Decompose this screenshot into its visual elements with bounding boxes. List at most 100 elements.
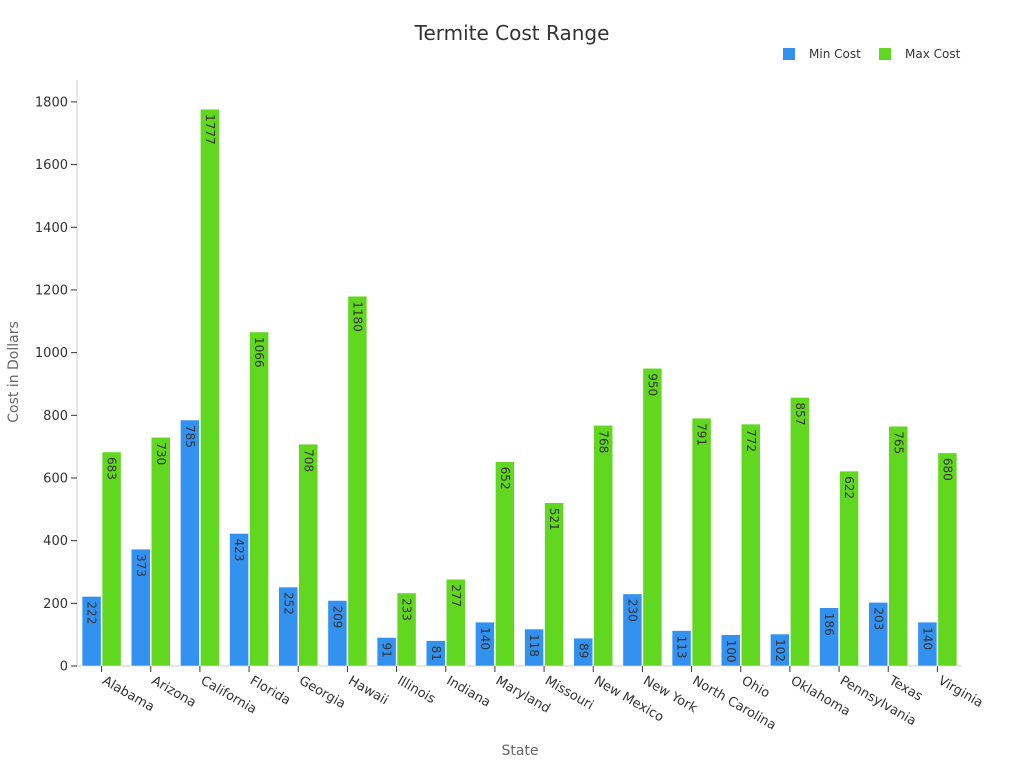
- y-tick-label: 0: [60, 660, 68, 675]
- bar-max-cost: [790, 397, 810, 667]
- bar-data-label: 118: [527, 634, 541, 657]
- bar-min-cost: [721, 634, 741, 667]
- y-tick-label: 1400: [35, 221, 68, 236]
- bar-min-cost: [327, 600, 348, 667]
- bar-max-cost: [839, 470, 859, 667]
- legend-swatch: [783, 48, 795, 60]
- bar-data-label: 373: [134, 554, 148, 577]
- bar-max-cost: [200, 108, 220, 667]
- bar-min-cost: [770, 633, 790, 667]
- bar-data-label: 765: [891, 431, 905, 454]
- legend-label: Min Cost: [809, 47, 861, 61]
- y-tick-label: 400: [43, 534, 68, 549]
- bar-min-cost: [524, 628, 544, 667]
- x-axis-label: State: [501, 743, 538, 759]
- bar-min-cost: [131, 548, 151, 667]
- bar-data-label: 708: [301, 449, 315, 472]
- bar-data-label: 680: [940, 458, 954, 481]
- bar-data-label: 1777: [203, 114, 217, 145]
- bar-data-label: 730: [154, 442, 168, 465]
- bar-data-label: 222: [85, 601, 99, 624]
- bar-data-label: 1180: [350, 301, 364, 332]
- bar-data-label: 857: [793, 402, 807, 425]
- bar-max-cost: [544, 502, 564, 667]
- y-axis: 0 200 400 600 800 1000 1200 1400 1600 1800: [35, 80, 78, 675]
- x-tick-label: Indiana: [444, 673, 493, 710]
- y-tick-label: 1600: [35, 158, 68, 173]
- bar-data-label: 100: [724, 640, 738, 663]
- bar-data-label: 252: [281, 592, 295, 615]
- x-tick-label: Illinois: [395, 673, 438, 707]
- bar-max-cost: [691, 417, 712, 667]
- y-axis-label: Cost in Dollars: [6, 321, 22, 423]
- bar-max-cost: [396, 592, 417, 667]
- chart-title: Termite Cost Range: [414, 21, 610, 45]
- bar-max-cost: [937, 452, 958, 667]
- bar-data-label: 521: [547, 508, 561, 531]
- y-tick-label: 1000: [35, 346, 68, 361]
- bar-data-label: 113: [675, 636, 689, 659]
- bar-min-cost: [376, 637, 397, 667]
- legend-label: Max Cost: [905, 47, 961, 61]
- bar-data-label: 89: [576, 643, 590, 658]
- bar-data-label: 140: [478, 627, 492, 650]
- bar-data-label: 652: [498, 467, 512, 490]
- y-tick-label: 1200: [35, 283, 68, 298]
- legend-swatch: [879, 48, 891, 60]
- x-tick-label: Alabama: [100, 673, 157, 715]
- bar-data-label: 1066: [252, 337, 266, 368]
- x-tick-label: Maryland: [493, 673, 553, 716]
- legend: Min Cost Max Cost: [783, 47, 961, 61]
- bar-max-cost: [642, 368, 663, 667]
- bar-max-cost: [298, 443, 318, 667]
- bar-data-label: 785: [183, 425, 197, 448]
- x-tick-label: Georgia: [296, 673, 348, 711]
- bar-data-label: 203: [871, 607, 885, 630]
- x-tick-label: North Carolina: [690, 673, 779, 733]
- bar-max-cost: [741, 423, 761, 667]
- x-tick-label: Arizona: [149, 673, 199, 710]
- y-tick-label: 1800: [35, 95, 68, 110]
- bar-data-label: 791: [695, 423, 709, 446]
- y-tick-label: 600: [43, 471, 68, 486]
- bar-data-label: 233: [400, 598, 414, 621]
- bar-data-label: 768: [596, 430, 610, 453]
- bar-min-cost: [819, 607, 839, 667]
- bar-max-cost: [446, 578, 466, 667]
- bar-data-label: 209: [330, 606, 344, 629]
- bar-data-label: 140: [920, 627, 934, 650]
- bar-data-label: 277: [449, 584, 463, 607]
- bar-data-label: 186: [822, 613, 836, 636]
- x-tick-label: Ohio: [739, 673, 773, 701]
- bar-max-cost: [249, 331, 269, 667]
- bar-max-cost: [347, 295, 368, 667]
- bar-data-label: 91: [380, 642, 394, 657]
- bar-min-cost: [917, 621, 938, 667]
- x-tick-label: Virginia: [935, 673, 985, 711]
- bar-data-label: 950: [645, 373, 659, 396]
- bar-min-cost: [622, 593, 643, 667]
- y-tick-label: 200: [43, 597, 68, 612]
- bar-min-cost: [573, 637, 593, 667]
- bar-min-cost: [81, 596, 102, 667]
- bar-data-label: 683: [105, 457, 119, 480]
- bar-data-label: 423: [232, 538, 246, 561]
- bar-min-cost: [868, 602, 888, 667]
- bar-data-label: 622: [842, 476, 856, 499]
- bar-min-cost: [475, 621, 495, 667]
- bars-group: 222 683 373 730 785 1777 423 1066 252 708 209 1180 9…: [81, 108, 958, 667]
- bar-max-cost: [888, 426, 908, 667]
- bar-min-cost: [426, 640, 446, 667]
- bar-min-cost: [229, 533, 249, 667]
- bar-data-label: 81: [429, 646, 443, 661]
- bar-min-cost: [671, 630, 692, 667]
- bar-max-cost: [593, 425, 613, 667]
- bar-min-cost: [180, 419, 200, 667]
- x-tick-label: Hawaii: [345, 673, 390, 708]
- bar-data-label: 102: [773, 639, 787, 662]
- bar-data-label: 230: [625, 599, 639, 622]
- y-tick-label: 800: [43, 409, 68, 424]
